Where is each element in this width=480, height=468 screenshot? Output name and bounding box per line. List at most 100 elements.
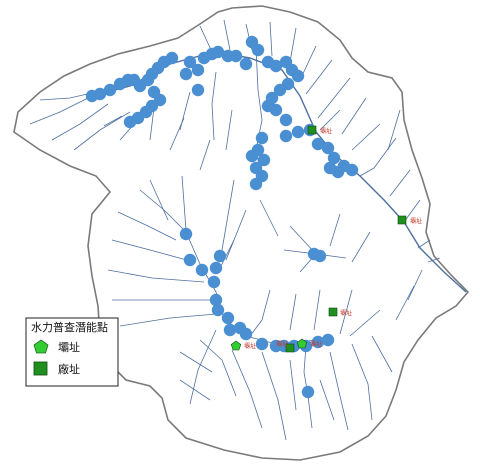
- potential-point: [269, 103, 283, 117]
- potential-point: [269, 59, 283, 73]
- legend-item-plant-label: 廠址: [58, 362, 80, 376]
- potential-point: [211, 303, 225, 317]
- potential-point: [209, 293, 223, 307]
- plant-site-marker: [285, 343, 295, 353]
- river-tributary: [319, 379, 335, 421]
- dam-site-marker: [230, 340, 242, 351]
- river-tributary: [73, 111, 131, 151]
- potential-point: [311, 137, 325, 151]
- river-tributary: [29, 95, 93, 125]
- potential-point: [291, 125, 305, 139]
- river-tributary: [169, 117, 185, 151]
- river-tributary: [199, 339, 237, 397]
- river-tributary: [249, 289, 271, 337]
- river-tributary: [339, 289, 353, 335]
- river-tributary: [149, 107, 155, 141]
- river-tributary: [329, 213, 341, 247]
- river-tributary: [351, 123, 381, 151]
- potential-point: [257, 153, 271, 167]
- river-tributary: [417, 239, 431, 249]
- potential-point: [207, 275, 221, 289]
- potential-point: [311, 335, 325, 349]
- site-label: 壩址: [310, 340, 322, 348]
- site-label: 壩址: [340, 309, 352, 317]
- river-tributary: [111, 239, 195, 263]
- river-tributary: [407, 269, 423, 301]
- potential-point: [251, 43, 265, 57]
- potential-points: [85, 35, 359, 399]
- river-tributary: [51, 103, 109, 141]
- potential-point: [239, 327, 253, 341]
- river-tributary: [371, 335, 393, 373]
- river-tributary: [317, 77, 351, 119]
- potential-point: [93, 87, 107, 101]
- river-tributary: [329, 351, 349, 431]
- potential-point: [321, 141, 335, 155]
- potential-point: [313, 249, 327, 263]
- potential-point: [191, 83, 205, 97]
- potential-point: [279, 113, 293, 127]
- river-tributary: [179, 379, 211, 401]
- river-tributary: [289, 359, 297, 411]
- plant-site-marker: [307, 125, 317, 135]
- river-tributary: [225, 209, 247, 261]
- river-tributary: [149, 179, 169, 221]
- potential-point: [273, 83, 287, 97]
- river-tributary: [351, 343, 373, 421]
- potential-point: [223, 323, 237, 337]
- legend-title: 水力普查潛能點: [31, 320, 108, 334]
- river-tributary: [211, 71, 217, 141]
- river-tributary: [107, 269, 205, 283]
- potential-point: [213, 249, 227, 263]
- potential-point: [255, 131, 269, 145]
- river-tributary: [117, 211, 177, 241]
- plant-site-square-icon: [33, 361, 48, 376]
- potential-point: [323, 161, 337, 175]
- river-tributary: [269, 21, 273, 57]
- watershed-boundary: [13, 5, 470, 461]
- river-tributary: [395, 285, 415, 321]
- river-tributary: [179, 351, 213, 373]
- site-label: 壩址: [320, 127, 332, 135]
- potential-point: [179, 227, 193, 241]
- potential-point: [327, 151, 341, 165]
- river-tributary: [119, 313, 217, 327]
- potential-point: [229, 49, 243, 63]
- river-tributary: [225, 109, 233, 151]
- river-tributary: [351, 231, 371, 263]
- river-tributary: [289, 293, 297, 331]
- river-tributary: [313, 289, 321, 331]
- river-tributary: [181, 175, 187, 231]
- potential-point: [249, 177, 263, 191]
- potential-point: [165, 51, 179, 65]
- potential-point: [245, 149, 259, 163]
- river-tributary: [427, 257, 441, 263]
- potential-point: [255, 337, 269, 351]
- potential-point: [147, 85, 161, 99]
- river-tributary: [303, 345, 313, 429]
- potential-point: [195, 263, 209, 277]
- river-tributary: [319, 109, 341, 131]
- potential-point: [321, 333, 335, 347]
- river-tributary: [349, 309, 381, 337]
- river-tributary: [189, 329, 217, 405]
- potential-point: [209, 261, 223, 275]
- river-tributary: [221, 179, 235, 251]
- plant-site-marker: [397, 215, 407, 225]
- river-tributary: [259, 199, 279, 237]
- potential-point: [183, 253, 197, 267]
- potential-point: [239, 57, 253, 71]
- river-tributary: [223, 19, 231, 51]
- river-tributary: [305, 59, 333, 95]
- river-tributary: [231, 349, 263, 429]
- potential-point: [221, 311, 235, 325]
- river-tributary: [387, 109, 401, 151]
- potential-point: [291, 69, 305, 83]
- river-tributary: [199, 139, 211, 171]
- potential-point: [103, 83, 117, 97]
- river-tributary: [199, 25, 213, 53]
- dam-site-marker: [296, 338, 308, 349]
